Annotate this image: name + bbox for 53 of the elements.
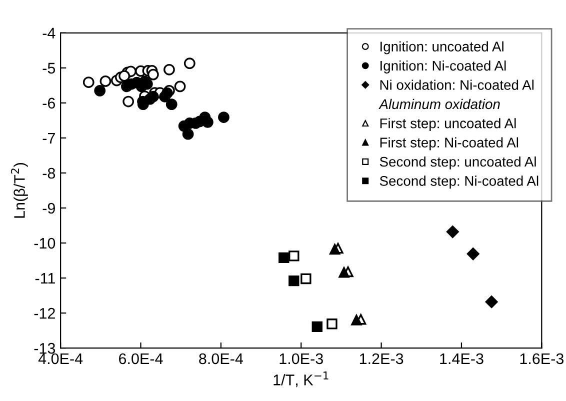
point <box>278 252 290 264</box>
y-tick-label: -8 <box>42 168 56 179</box>
y-tick-label: -10 <box>34 238 56 249</box>
y-tick-label: -7 <box>42 132 55 144</box>
point <box>147 68 159 80</box>
point <box>166 98 178 110</box>
point <box>164 64 175 76</box>
point <box>122 96 134 108</box>
y-axis-title: Ln(β/T$^{2}$) <box>10 163 28 218</box>
point <box>326 318 338 330</box>
y-tick-label: -6 <box>42 98 56 109</box>
x-tick-label: 1.4E-3 <box>440 353 484 364</box>
point <box>182 128 194 140</box>
point <box>288 250 300 262</box>
x-tick-label: 6.0E-4 <box>119 353 163 364</box>
x-tick-label: 1.2E-3 <box>360 353 404 364</box>
x-tick-label: 1.0E-3 <box>280 353 323 364</box>
point <box>288 275 300 286</box>
point <box>202 116 214 128</box>
legend-label: Ni oxidation: Ni-coated Al <box>380 80 534 90</box>
point <box>184 58 196 70</box>
y-tick-label: -5 <box>42 62 56 74</box>
point <box>466 248 480 260</box>
legend-label: Second step: uncoated Al <box>380 156 536 170</box>
y-tick-label: -4 <box>42 28 56 38</box>
legend-label: First step: Ni-coated Al <box>380 137 518 150</box>
y-tick-label: -12 <box>34 308 55 319</box>
x-tick-label: 1.6E-3 <box>520 353 564 364</box>
annotation: Aluminum oxidation <box>378 98 500 110</box>
point <box>338 267 350 278</box>
point <box>118 70 130 82</box>
point <box>94 84 106 96</box>
legend-label: Ignition: Ni-coated Al <box>380 60 506 74</box>
legend-label: Second step: Ni-coated Al <box>380 176 538 189</box>
x-tick-label: 4.0E-4 <box>38 353 83 364</box>
legend-label: Ignition: uncoated Al <box>380 41 504 54</box>
y-tick-label: -13 <box>34 342 56 354</box>
point <box>82 76 94 88</box>
point <box>485 296 498 308</box>
y-tick-label: -9 <box>42 202 55 214</box>
y-tick-label: -11 <box>35 273 55 284</box>
legend-label: First step: uncoated Al <box>380 118 516 132</box>
point <box>100 76 112 87</box>
x-axis-title: 1/T, K$^{−1}$ <box>274 372 328 388</box>
point <box>300 273 312 284</box>
point <box>312 321 322 332</box>
x-tick-label: 8.0E-4 <box>199 353 243 364</box>
point <box>162 87 173 99</box>
point <box>351 314 362 326</box>
point <box>446 226 459 238</box>
point <box>218 112 230 123</box>
point <box>329 244 340 255</box>
point <box>174 80 186 92</box>
